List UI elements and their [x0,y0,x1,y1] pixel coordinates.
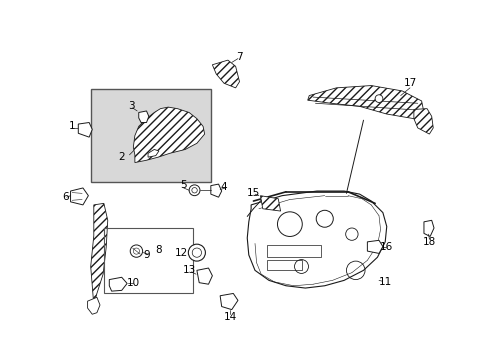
Text: 13: 13 [182,265,196,275]
Text: 1: 1 [69,121,75,131]
Polygon shape [139,111,149,122]
Polygon shape [211,184,221,197]
Polygon shape [71,188,88,205]
Text: 12: 12 [175,248,188,258]
Text: 9: 9 [143,250,150,260]
Polygon shape [148,149,159,157]
Polygon shape [247,191,387,288]
Polygon shape [133,107,205,163]
Circle shape [189,185,200,195]
Text: 11: 11 [379,277,392,287]
Text: 17: 17 [403,78,416,88]
Text: 10: 10 [127,278,140,288]
Polygon shape [212,60,240,88]
Text: 18: 18 [423,237,436,247]
Circle shape [188,244,205,261]
Circle shape [130,245,143,257]
Text: 15: 15 [247,188,260,198]
Text: 8: 8 [155,244,161,255]
Polygon shape [220,293,238,310]
Polygon shape [88,297,100,314]
Polygon shape [78,122,92,137]
Text: 6: 6 [62,192,69,202]
Polygon shape [414,109,433,134]
Text: 16: 16 [380,242,393,252]
Text: 5: 5 [180,180,187,190]
Polygon shape [109,277,127,291]
Text: 2: 2 [119,152,125,162]
FancyBboxPatch shape [91,89,211,182]
Text: 4: 4 [220,182,227,192]
Text: 3: 3 [128,101,134,111]
Text: 14: 14 [223,311,237,321]
Polygon shape [308,86,424,119]
Text: 7: 7 [236,52,243,62]
Polygon shape [197,268,212,284]
Polygon shape [260,195,281,211]
Circle shape [375,95,383,103]
Polygon shape [368,240,383,253]
Polygon shape [424,220,434,237]
Polygon shape [91,203,108,305]
